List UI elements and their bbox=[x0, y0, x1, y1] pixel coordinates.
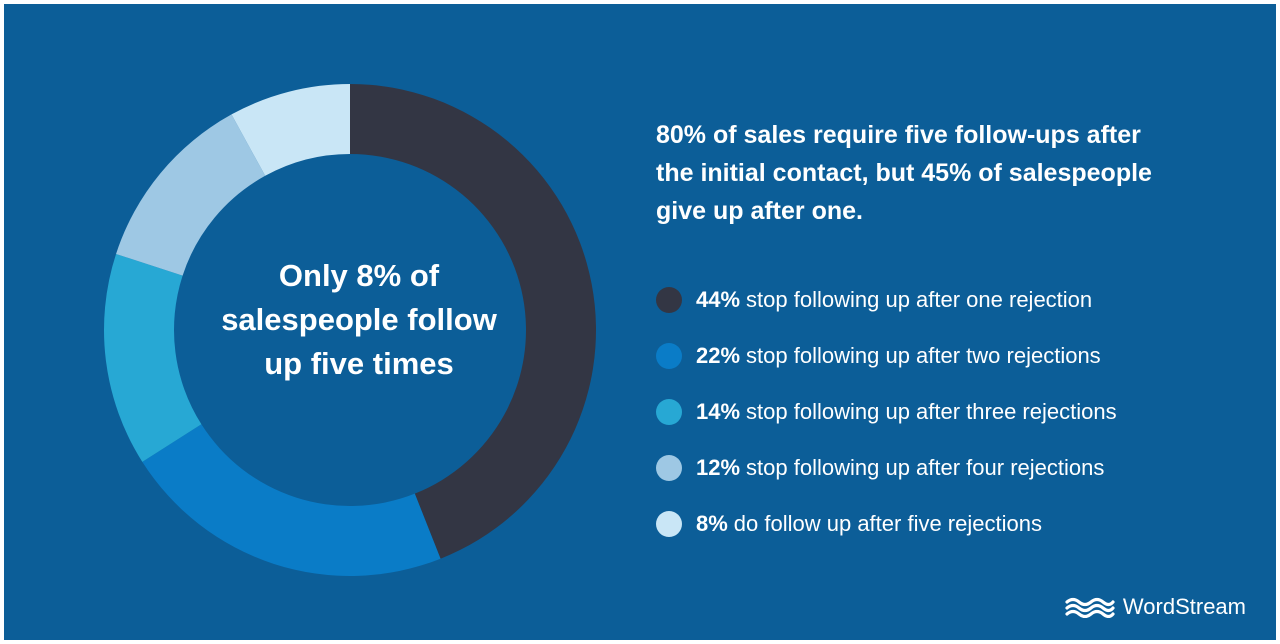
legend-percent: 8% bbox=[696, 511, 728, 536]
legend-label: stop following up after two rejections bbox=[746, 343, 1101, 368]
donut-center-text: Only 8% of salespeople follow up five ti… bbox=[221, 258, 497, 381]
legend-item: 12% stop following up after four rejectio… bbox=[656, 440, 1256, 496]
legend-percent: 12% bbox=[696, 455, 741, 480]
donut-slice-1 bbox=[350, 84, 597, 559]
wave-icon bbox=[1065, 597, 1115, 618]
legend-swatch bbox=[656, 455, 682, 481]
legend-percent: 44% bbox=[696, 287, 741, 312]
legend-label: stop following up after four rejections bbox=[746, 455, 1105, 480]
donut-slice-3 bbox=[104, 253, 202, 462]
legend-item: 8% do follow up after five rejections bbox=[656, 496, 1256, 552]
legend-swatch bbox=[656, 343, 682, 369]
donut-slice-2 bbox=[142, 424, 441, 576]
donut-slice-4 bbox=[116, 114, 266, 276]
legend-label: stop following up after one rejection bbox=[746, 287, 1093, 312]
legend-item: 22% stop following up after two rejection… bbox=[656, 328, 1256, 384]
legend-item: 44% stop following up after one rejection bbox=[656, 272, 1256, 328]
headline: 80% of sales require five follow-ups aft… bbox=[656, 121, 1152, 225]
chart-legend: 44% stop following up after one rejection… bbox=[656, 272, 1256, 552]
legend-percent: 14% bbox=[696, 399, 741, 424]
donut-slice-5 bbox=[231, 84, 350, 176]
legend-label: stop following up after three rejections bbox=[746, 399, 1117, 424]
legend-swatch bbox=[656, 511, 682, 537]
infographic-panel: Only 8% of salespeople follow up five ti… bbox=[4, 4, 1276, 640]
legend-swatch bbox=[656, 399, 682, 425]
legend-swatch bbox=[656, 287, 682, 313]
donut-chart bbox=[104, 84, 597, 576]
legend-item: 14% stop following up after three rejecti… bbox=[656, 384, 1256, 440]
legend-label: do follow up after five rejections bbox=[733, 511, 1042, 536]
brand-logo: WordStream bbox=[1065, 594, 1246, 620]
brand-name: WordStream bbox=[1122, 594, 1246, 619]
legend-percent: 22% bbox=[696, 343, 741, 368]
